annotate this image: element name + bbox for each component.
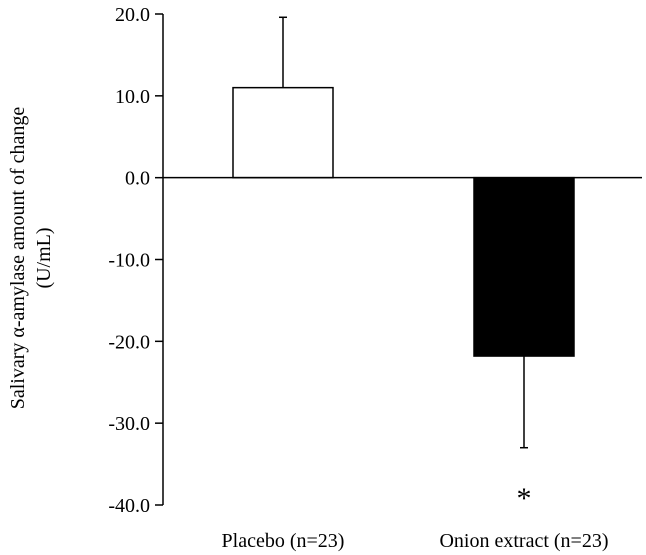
y-tick-label: -30.0 (108, 413, 150, 435)
x-category-label: Placebo (n=23) (222, 530, 345, 552)
y-tick-label: -40.0 (108, 495, 150, 517)
bar-placebo (232, 86, 334, 179)
y-tick-label: 20.0 (115, 4, 150, 26)
y-axis-title: Salivary α-amylase amount of change (U/m… (7, 107, 55, 410)
annotations: * (517, 482, 532, 515)
y-tick-label: 0.0 (125, 168, 150, 190)
x-category-label: Onion extract (n=23) (439, 530, 608, 552)
bar-onion-extract (473, 176, 575, 357)
y-axis: 20.0 10.0 0.0 -10.0 -20.0 -30.0 -40.0 (108, 4, 164, 517)
y-tick-label: -10.0 (108, 250, 150, 272)
significance-asterisk: * (517, 482, 532, 515)
y-tick-label: -20.0 (108, 331, 150, 353)
y-tick-label: 10.0 (115, 86, 150, 108)
bars (232, 86, 575, 357)
y-axis-title-line-2: (U/mL) (33, 227, 55, 288)
error-bars (279, 16, 528, 449)
y-axis-title-line-1: Salivary α-amylase amount of change (7, 107, 29, 410)
x-axis-labels: Placebo (n=23) Onion extract (n=23) (222, 530, 609, 552)
